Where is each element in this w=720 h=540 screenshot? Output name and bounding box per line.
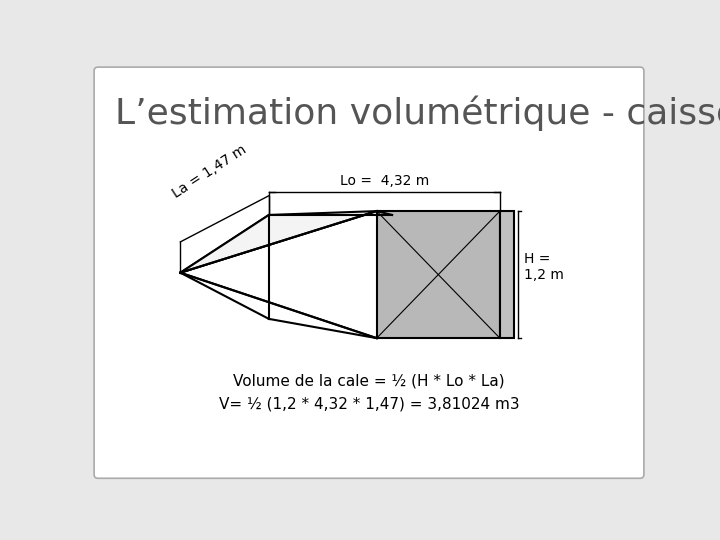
Text: H =
1,2 m: H = 1,2 m bbox=[523, 252, 564, 282]
Polygon shape bbox=[377, 211, 500, 338]
Polygon shape bbox=[180, 211, 392, 273]
Polygon shape bbox=[180, 211, 377, 273]
Text: Lo =  4,32 m: Lo = 4,32 m bbox=[340, 174, 429, 188]
Text: Volume de la cale = ½ (H * Lo * La): Volume de la cale = ½ (H * Lo * La) bbox=[233, 373, 505, 388]
Text: L’estimation volumétrique - caisse: L’estimation volumétrique - caisse bbox=[115, 96, 720, 131]
Polygon shape bbox=[500, 211, 514, 338]
Text: V= ½ (1,2 * 4,32 * 1,47) = 3,81024 m3: V= ½ (1,2 * 4,32 * 1,47) = 3,81024 m3 bbox=[219, 396, 519, 411]
Text: La = 1,47 m: La = 1,47 m bbox=[170, 143, 249, 201]
FancyBboxPatch shape bbox=[94, 67, 644, 478]
